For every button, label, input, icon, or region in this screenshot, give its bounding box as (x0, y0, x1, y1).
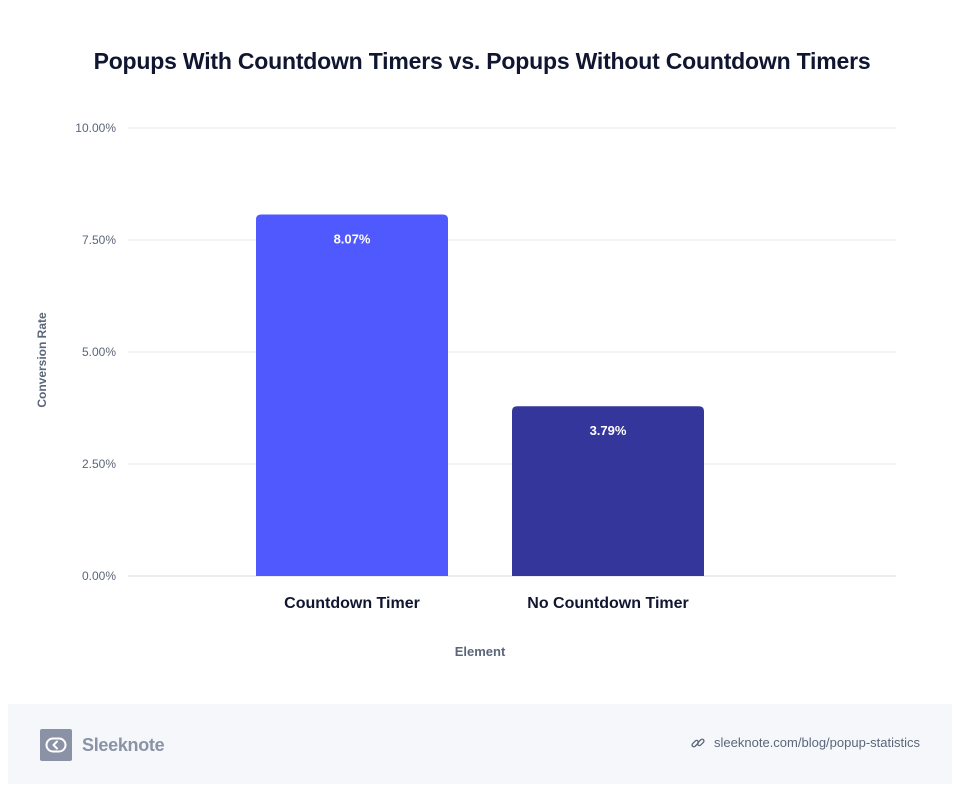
source-url: sleeknote.com/blog/popup-statistics (714, 735, 920, 750)
y-tick-label: 2.50% (82, 457, 116, 471)
bar (512, 406, 704, 576)
y-axis-title: Conversion Rate (35, 312, 49, 408)
sleeknote-logo-icon (40, 729, 72, 761)
y-tick-label: 0.00% (82, 569, 116, 583)
brand[interactable]: Sleeknote (40, 729, 165, 761)
y-tick-label: 10.00% (75, 121, 116, 135)
y-tick-label: 5.00% (82, 345, 116, 359)
bar-chart: 0.00% 2.50% 5.00% 7.50% 10.00% 8.07% Countdown… (35, 121, 896, 659)
bar (256, 214, 448, 577)
x-axis-title: Element (455, 644, 506, 659)
bar-value-label: 3.79% (590, 423, 627, 438)
y-tick-label: 7.50% (82, 233, 116, 247)
footer: Sleeknote sleeknote.com/blog/popup-stati… (8, 704, 952, 784)
link-icon (691, 738, 705, 747)
source-link[interactable]: sleeknote.com/blog/popup-statistics (691, 735, 920, 750)
chart-title: Popups With Countdown Timers vs. Popups … (93, 48, 871, 74)
x-tick-label: Countdown Timer (284, 595, 420, 612)
x-tick-label: No Countdown Timer (527, 595, 688, 612)
brand-name: Sleeknote (82, 734, 165, 755)
bar-value-label: 8.07% (334, 231, 371, 246)
